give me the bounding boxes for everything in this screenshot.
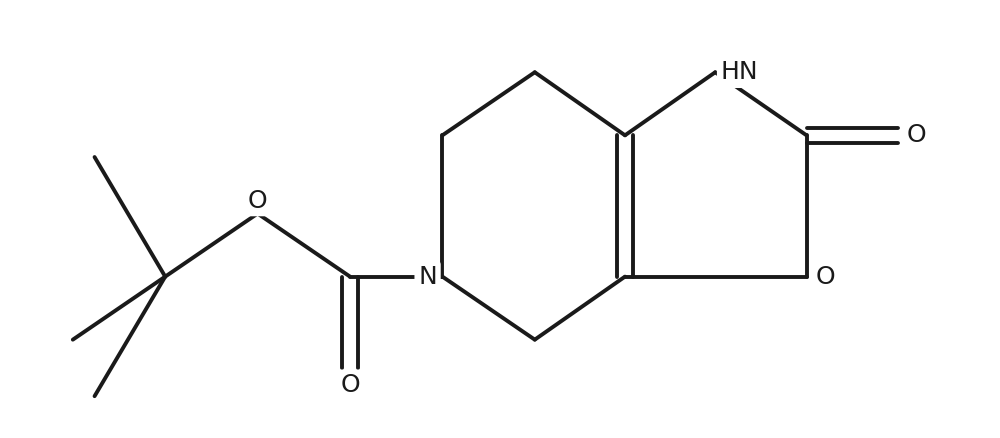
- Text: O: O: [248, 188, 267, 212]
- Text: O: O: [340, 373, 360, 397]
- Text: N: N: [418, 265, 437, 289]
- Text: HN: HN: [721, 60, 758, 84]
- Text: O: O: [907, 124, 926, 147]
- Text: O: O: [815, 265, 835, 289]
